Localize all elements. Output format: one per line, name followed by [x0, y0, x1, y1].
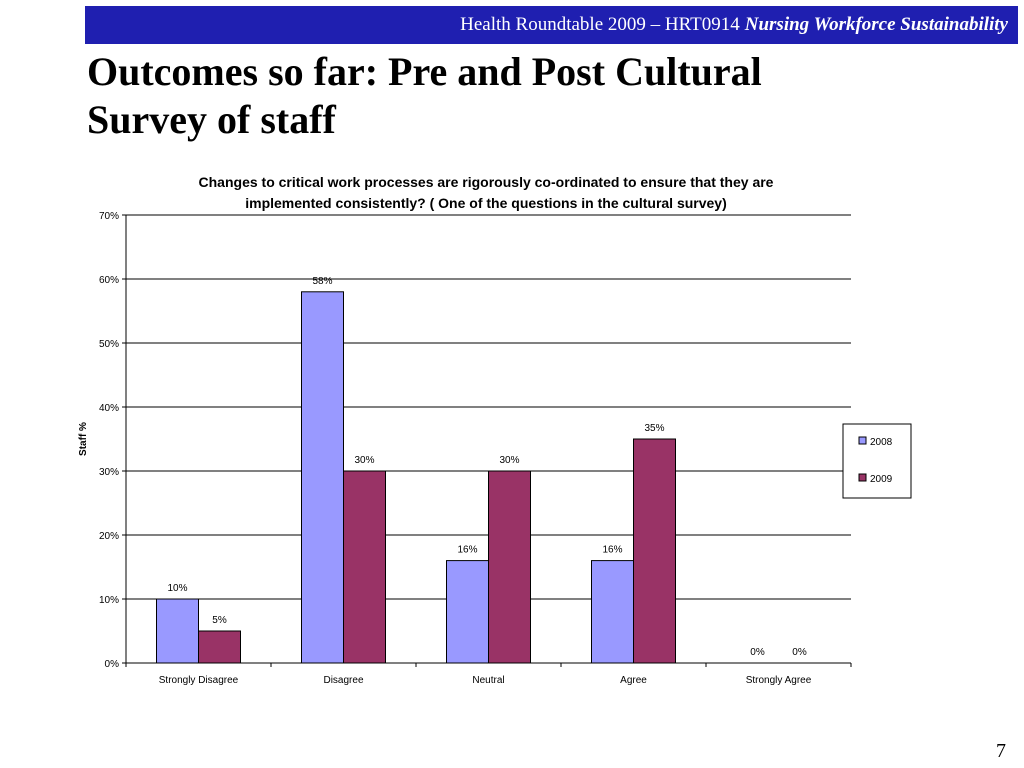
legend-swatch-2009	[858, 473, 867, 482]
header-org: Health Roundtable 2009 – HRT0914	[460, 14, 740, 35]
data-label-2008: 16%	[602, 545, 622, 556]
data-label-2009: 5%	[212, 615, 227, 626]
bar-2008	[156, 598, 199, 664]
bar-2008	[591, 560, 634, 664]
legend-swatch-2008	[858, 436, 867, 445]
y-tick-label: 30%	[99, 467, 119, 478]
y-axis-label: Staff %	[78, 422, 89, 456]
y-tick-label: 60%	[99, 275, 119, 286]
y-tick-label: 10%	[99, 595, 119, 606]
bar-2009	[488, 470, 531, 664]
slide-title: Outcomes so far: Pre and Post Cultural S…	[87, 48, 947, 144]
y-tick-label: 70%	[99, 211, 119, 222]
x-tick-label: Neutral	[472, 675, 504, 686]
legend-box	[842, 423, 912, 499]
chart-title-line-2: implemented consistently? ( One of the q…	[245, 195, 727, 211]
data-label-2009: 35%	[644, 423, 664, 434]
y-tick-label: 0%	[105, 659, 120, 670]
chart-title-line-1: Changes to critical work processes are r…	[199, 174, 774, 190]
x-tick-label: Disagree	[323, 675, 363, 686]
header-topic: Nursing Workforce Sustainability	[744, 14, 1008, 35]
y-tick-label: 50%	[99, 339, 119, 350]
page-number: 7	[996, 740, 1006, 762]
legend-label-2009: 2009	[870, 474, 893, 485]
data-label-2008: 0%	[750, 647, 765, 658]
data-label-2008: 10%	[167, 583, 187, 594]
bar-2008	[301, 291, 344, 664]
x-tick-label: Agree	[620, 675, 647, 686]
header-bar: Health Roundtable 2009 – HRT0914 Nursing…	[85, 6, 1018, 44]
y-tick-label: 40%	[99, 403, 119, 414]
bar-2009	[343, 470, 386, 664]
data-label-2008: 16%	[457, 545, 477, 556]
legend-label-2008: 2008	[870, 437, 893, 448]
y-tick-label: 20%	[99, 531, 119, 542]
data-label-2008: 58%	[312, 276, 332, 287]
x-tick-label: Strongly Disagree	[159, 675, 239, 686]
data-label-2009: 30%	[499, 455, 519, 466]
data-label-2009: 0%	[792, 647, 807, 658]
slide-title-line-2: Survey of staff	[87, 97, 336, 142]
slide-title-line-1: Outcomes so far: Pre and Post Cultural	[87, 49, 762, 94]
data-label-2009: 30%	[354, 455, 374, 466]
bar-2008	[446, 560, 489, 664]
bar-2009	[198, 630, 241, 664]
x-tick-label: Strongly Agree	[746, 675, 812, 686]
bar-2009	[633, 438, 676, 664]
